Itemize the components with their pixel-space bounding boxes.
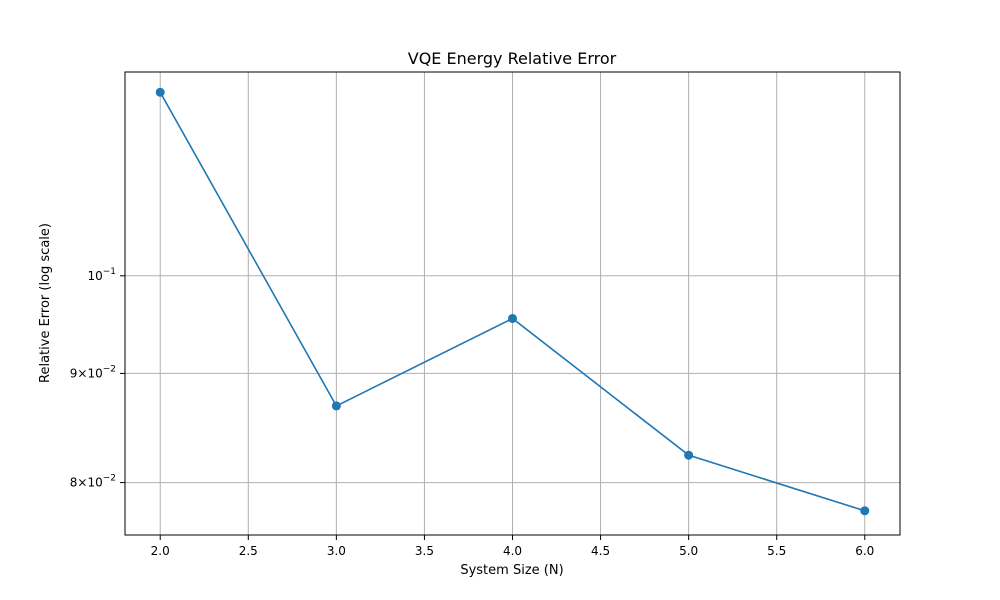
y-axis-label: Relative Error (log scale) xyxy=(38,223,53,383)
chart-title: VQE Energy Relative Error xyxy=(408,49,617,68)
x-tick-label: 4.0 xyxy=(503,544,522,558)
y-tick-label: 8×10−2 xyxy=(70,474,116,490)
x-tick-label: 5.0 xyxy=(679,544,698,558)
x-tick-label: 4.5 xyxy=(591,544,610,558)
x-tick-label: 3.0 xyxy=(327,544,346,558)
x-tick-label: 2.0 xyxy=(151,544,170,558)
x-tick-label: 5.5 xyxy=(767,544,786,558)
data-point xyxy=(860,506,870,516)
x-tick-label: 2.5 xyxy=(239,544,258,558)
x-axis-label: System Size (N) xyxy=(460,563,563,578)
x-axis-ticks: 2.0 2.5 3.0 3.5 4.0 4.5 5.0 5.5 6.0 xyxy=(151,535,874,558)
x-tick-label: 6.0 xyxy=(855,544,874,558)
y-grid xyxy=(125,275,900,484)
data-point xyxy=(508,313,517,323)
x-grid xyxy=(159,72,866,535)
x-tick-label: 3.5 xyxy=(415,544,434,558)
y-tick-label: 10−1 xyxy=(87,267,116,283)
data-point xyxy=(155,87,165,97)
data-point xyxy=(684,450,694,460)
y-axis-ticks: 10−1 9×10−2 8×10−2 xyxy=(70,267,125,490)
y-tick-label: 9×10−2 xyxy=(70,364,116,380)
series-group xyxy=(155,87,870,516)
data-point xyxy=(331,401,341,411)
